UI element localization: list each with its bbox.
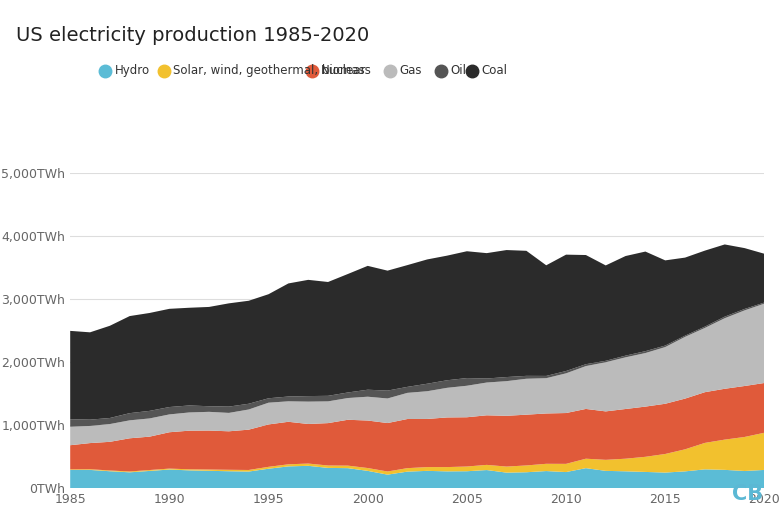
Text: Gas: Gas (399, 65, 422, 77)
Text: Hydro: Hydro (115, 65, 150, 77)
Text: US electricity production 1985-2020: US electricity production 1985-2020 (16, 26, 369, 45)
Text: Coal: Coal (481, 65, 507, 77)
Text: Oil: Oil (450, 65, 466, 77)
Text: Solar, wind, geothermal, biomass: Solar, wind, geothermal, biomass (173, 65, 371, 77)
Text: CB: CB (732, 484, 763, 504)
Text: Nuclear: Nuclear (321, 65, 367, 77)
